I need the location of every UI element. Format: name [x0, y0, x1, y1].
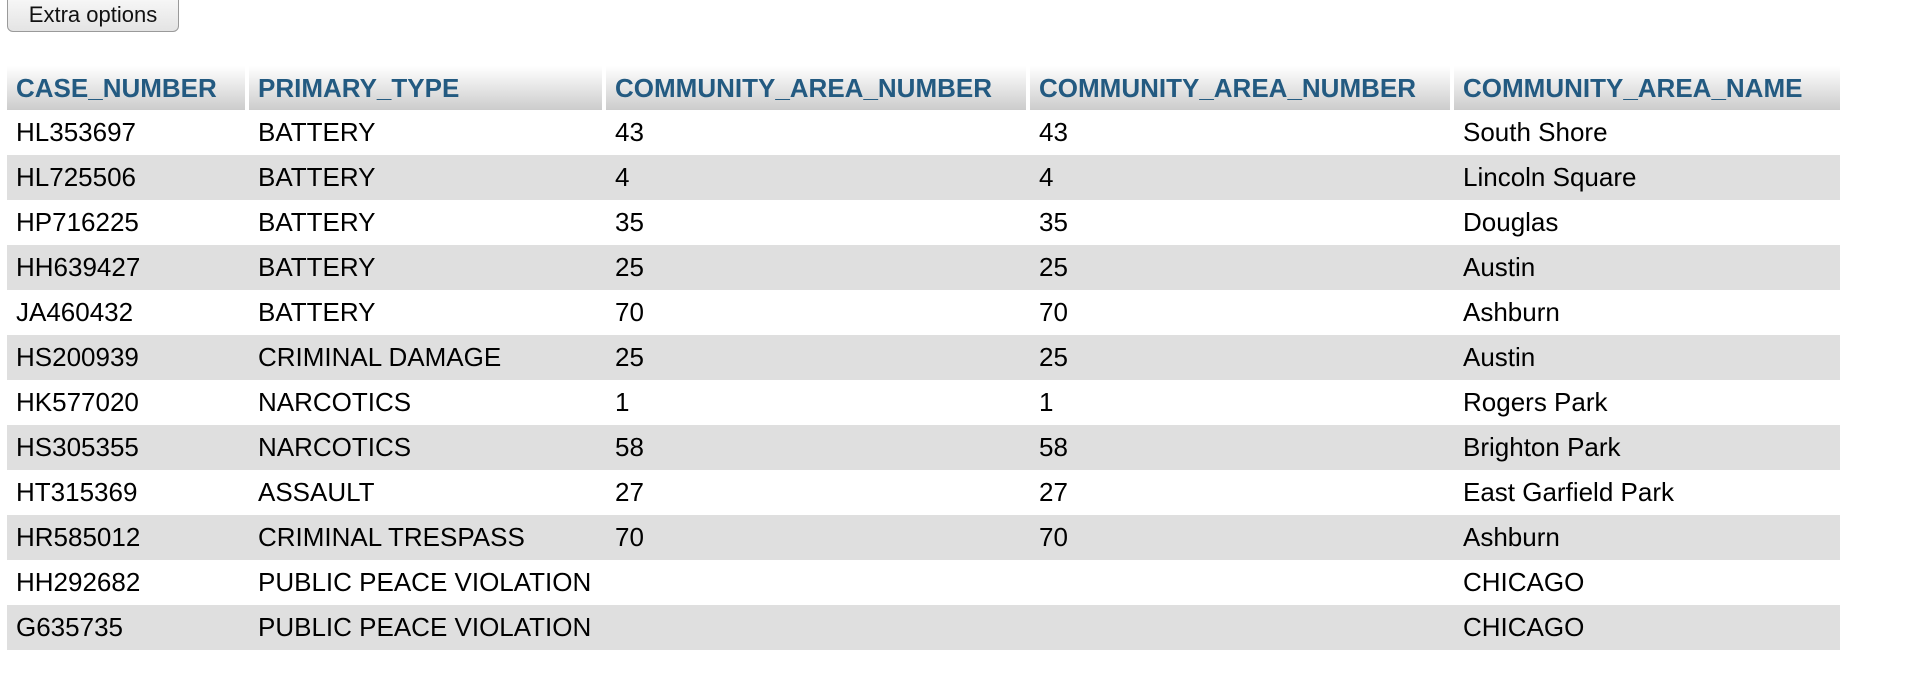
- case-number-cell: G635735: [7, 605, 249, 650]
- community-area-number-cell: 35: [1030, 200, 1454, 245]
- community-area-number-cell: 25: [606, 245, 1030, 290]
- table-row[interactable]: HK577020 NARCOTICS 1 1 Rogers Park: [7, 380, 1840, 425]
- extra-options-button[interactable]: Extra options: [7, 0, 179, 32]
- community-area-number-cell: 43: [606, 110, 1030, 155]
- primary-type-cell: BATTERY: [249, 110, 606, 155]
- column-header-case-number[interactable]: CASE_NUMBER: [7, 66, 249, 110]
- primary-type-cell: NARCOTICS: [249, 425, 606, 470]
- table-row[interactable]: G635735 PUBLIC PEACE VIOLATION CHICAGO: [7, 605, 1840, 650]
- community-area-number-cell: 27: [606, 470, 1030, 515]
- primary-type-cell: CRIMINAL TRESPASS: [249, 515, 606, 560]
- community-area-name-cell: Rogers Park: [1454, 380, 1840, 425]
- community-area-name-cell: Ashburn: [1454, 515, 1840, 560]
- header-row: CASE_NUMBER PRIMARY_TYPE COMMUNITY_AREA_…: [7, 66, 1840, 110]
- community-area-number-cell: 1: [606, 380, 1030, 425]
- case-number-cell: HS305355: [7, 425, 249, 470]
- column-header-community-area-number[interactable]: COMMUNITY_AREA_NUMBER: [606, 66, 1030, 110]
- table-row[interactable]: HS305355 NARCOTICS 58 58 Brighton Park: [7, 425, 1840, 470]
- case-number-cell: HH292682: [7, 560, 249, 605]
- community-area-number-cell: 58: [1030, 425, 1454, 470]
- table-row[interactable]: HH292682 PUBLIC PEACE VIOLATION CHICAGO: [7, 560, 1840, 605]
- community-area-number-cell: [606, 605, 1030, 650]
- table-row[interactable]: HR585012 CRIMINAL TRESPASS 70 70 Ashburn: [7, 515, 1840, 560]
- case-number-cell: HL725506: [7, 155, 249, 200]
- table-row[interactable]: HT315369 ASSAULT 27 27 East Garfield Park: [7, 470, 1840, 515]
- table-row[interactable]: HL725506 BATTERY 4 4 Lincoln Square: [7, 155, 1840, 200]
- community-area-number-cell: 43: [1030, 110, 1454, 155]
- primary-type-cell: BATTERY: [249, 245, 606, 290]
- column-header-community-area-number-2[interactable]: COMMUNITY_AREA_NUMBER: [1030, 66, 1454, 110]
- community-area-number-cell: 4: [1030, 155, 1454, 200]
- primary-type-cell: CRIMINAL DAMAGE: [249, 335, 606, 380]
- case-number-cell: HS200939: [7, 335, 249, 380]
- case-number-cell: JA460432: [7, 290, 249, 335]
- community-area-number-cell: [1030, 605, 1454, 650]
- community-area-number-cell: 4: [606, 155, 1030, 200]
- community-area-number-cell: 25: [606, 335, 1030, 380]
- community-area-name-cell: Douglas: [1454, 200, 1840, 245]
- primary-type-cell: ASSAULT: [249, 470, 606, 515]
- primary-type-cell: BATTERY: [249, 155, 606, 200]
- community-area-number-cell: [1030, 560, 1454, 605]
- case-number-cell: HR585012: [7, 515, 249, 560]
- case-number-cell: HT315369: [7, 470, 249, 515]
- community-area-number-cell: 70: [606, 515, 1030, 560]
- community-area-number-cell: 1: [1030, 380, 1454, 425]
- primary-type-cell: PUBLIC PEACE VIOLATION: [249, 560, 606, 605]
- community-area-name-cell: East Garfield Park: [1454, 470, 1840, 515]
- table-row[interactable]: JA460432 BATTERY 70 70 Ashburn: [7, 290, 1840, 335]
- primary-type-cell: BATTERY: [249, 290, 606, 335]
- table-row[interactable]: HL353697 BATTERY 43 43 South Shore: [7, 110, 1840, 155]
- primary-type-cell: NARCOTICS: [249, 380, 606, 425]
- community-area-name-cell: Lincoln Square: [1454, 155, 1840, 200]
- case-number-cell: HK577020: [7, 380, 249, 425]
- community-area-name-cell: South Shore: [1454, 110, 1840, 155]
- community-area-number-cell: 70: [1030, 515, 1454, 560]
- table-row[interactable]: HS200939 CRIMINAL DAMAGE 25 25 Austin: [7, 335, 1840, 380]
- community-area-number-cell: 25: [1030, 245, 1454, 290]
- community-area-name-cell: Brighton Park: [1454, 425, 1840, 470]
- primary-type-cell: PUBLIC PEACE VIOLATION: [249, 605, 606, 650]
- table-body: HL353697 BATTERY 43 43 South Shore HL725506 BA…: [7, 110, 1840, 650]
- community-area-name-cell: CHICAGO: [1454, 560, 1840, 605]
- community-area-name-cell: Austin: [1454, 335, 1840, 380]
- community-area-number-cell: 58: [606, 425, 1030, 470]
- community-area-name-cell: CHICAGO: [1454, 605, 1840, 650]
- case-number-cell: HP716225: [7, 200, 249, 245]
- community-area-number-cell: 35: [606, 200, 1030, 245]
- table-row[interactable]: HP716225 BATTERY 35 35 Douglas: [7, 200, 1840, 245]
- column-header-community-area-name[interactable]: COMMUNITY_AREA_NAME: [1454, 66, 1840, 110]
- community-area-name-cell: Ashburn: [1454, 290, 1840, 335]
- column-header-primary-type[interactable]: PRIMARY_TYPE: [249, 66, 606, 110]
- table-row[interactable]: HH639427 BATTERY 25 25 Austin: [7, 245, 1840, 290]
- case-number-cell: HL353697: [7, 110, 249, 155]
- results-table: CASE_NUMBER PRIMARY_TYPE COMMUNITY_AREA_…: [7, 66, 1840, 650]
- community-area-number-cell: 70: [1030, 290, 1454, 335]
- community-area-number-cell: 70: [606, 290, 1030, 335]
- community-area-number-cell: [606, 560, 1030, 605]
- community-area-number-cell: 25: [1030, 335, 1454, 380]
- case-number-cell: HH639427: [7, 245, 249, 290]
- community-area-number-cell: 27: [1030, 470, 1454, 515]
- community-area-name-cell: Austin: [1454, 245, 1840, 290]
- primary-type-cell: BATTERY: [249, 200, 606, 245]
